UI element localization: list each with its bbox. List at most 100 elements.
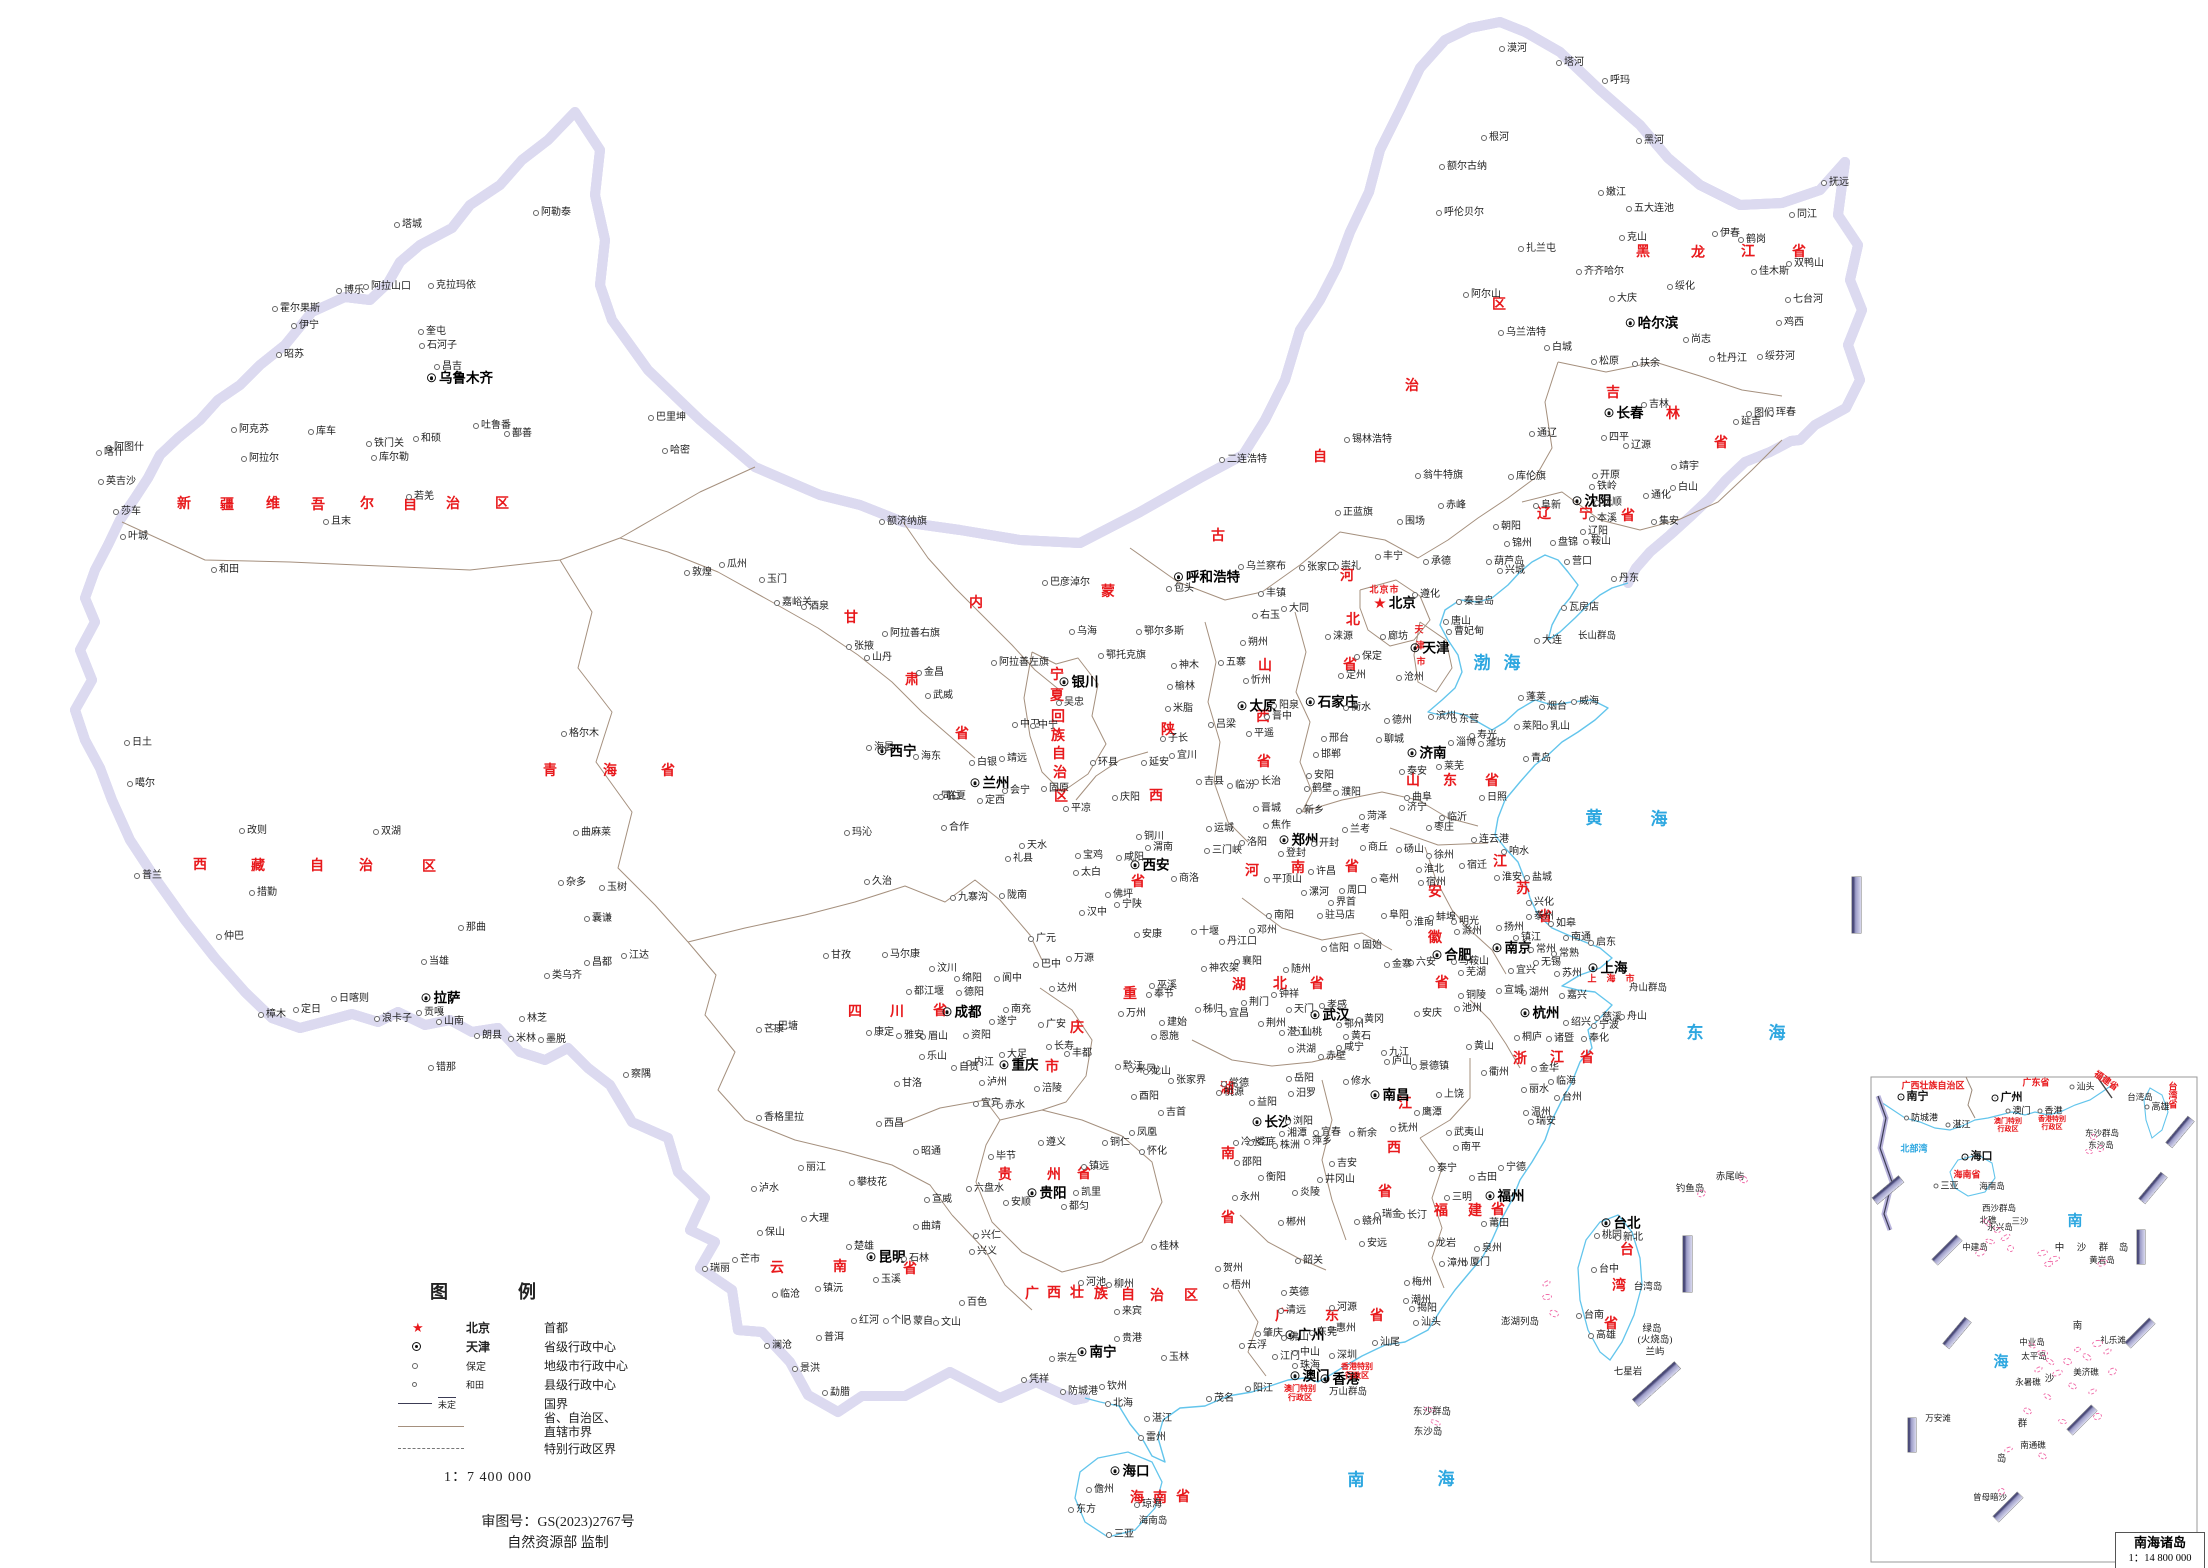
city-dot-icon	[599, 885, 605, 891]
city-dot-icon	[421, 959, 427, 965]
city-dot-icon	[1508, 474, 1514, 480]
city-dot-icon	[2069, 1084, 2075, 1090]
city-dot-icon	[1003, 1007, 1009, 1013]
city-日喀则: 日喀则	[331, 994, 369, 1004]
city-大连: 大连	[1534, 636, 1562, 646]
city-dot-icon	[1446, 1130, 1452, 1136]
city-铜陵: 铜陵	[1458, 991, 1486, 1001]
city-dot-icon	[801, 1216, 807, 1222]
province-label-陕西省: 西	[1149, 789, 1163, 804]
province-label-广西壮族自治区: 壮	[1070, 1286, 1084, 1301]
city-朔州: 朔州	[1240, 638, 1268, 648]
city-铜川: 铜川	[1136, 832, 1164, 842]
city-dot-icon	[1294, 1030, 1300, 1036]
province-label-西藏自治区: 治	[359, 859, 373, 874]
city-dot-icon	[373, 829, 379, 835]
city-广元: 广元	[1028, 934, 1056, 944]
city-dot-icon	[1414, 1110, 1420, 1116]
city-dot-icon	[1356, 1017, 1362, 1023]
city-dot-icon	[1623, 443, 1629, 449]
city-咸宁: 咸宁	[1336, 1043, 1364, 1053]
city-山丹: 山丹	[864, 653, 892, 663]
city-dot-icon	[1206, 826, 1212, 832]
province-label-福建省: 省	[1491, 1203, 1505, 1218]
city-dot-icon	[1481, 135, 1487, 141]
city-dot-icon	[1497, 568, 1503, 574]
inset-geo-中沙群岛: 沙	[2076, 1243, 2088, 1254]
city-阆中: 阆中	[994, 974, 1022, 984]
city-dot-icon	[1221, 1081, 1227, 1087]
city-dot-icon	[1453, 1145, 1459, 1151]
city-会宁: 会宁	[1002, 786, 1030, 796]
city-冷水江: 冷水江	[1233, 1138, 1271, 1148]
city-dot-icon	[272, 306, 278, 312]
inset-city-三亚: 三亚	[1933, 1181, 1959, 1191]
province-label-天津市: 市	[1416, 656, 1426, 667]
city-白山: 白山	[1670, 483, 1698, 493]
city-dot-icon	[1559, 993, 1565, 999]
capital-dot-icon	[1252, 1117, 1262, 1127]
city-辽阳: 辽阳	[1580, 527, 1608, 537]
city-dot-icon	[732, 1257, 738, 1263]
city-dot-icon	[1336, 1045, 1342, 1051]
city-dot-icon	[1158, 1110, 1164, 1116]
city-dot-icon	[1253, 806, 1259, 812]
city-南平: 南平	[1453, 1143, 1481, 1153]
city-dot-icon	[906, 989, 912, 995]
city-dot-icon	[1439, 815, 1445, 821]
city-米脂: 米脂	[1165, 704, 1193, 714]
province-label-宁夏回族自治区: 治	[1053, 766, 1067, 781]
city-百色: 百色	[959, 1298, 987, 1308]
city-固始: 固始	[1354, 941, 1382, 951]
capital-dot-icon	[1520, 1008, 1530, 1018]
city-dot-icon	[1258, 591, 1264, 597]
city-湖州: 湖州	[1521, 988, 1549, 998]
city-古田: 古田	[1469, 1173, 1497, 1183]
city-阳江: 阳江	[1245, 1384, 1273, 1394]
city-常德: 常德	[1221, 1079, 1249, 1089]
city-dot-icon	[1128, 1067, 1134, 1073]
city-dot-icon	[1258, 1175, 1264, 1181]
capital-dot-icon	[1588, 963, 1598, 973]
city-dot-icon	[1588, 940, 1594, 946]
city-dot-icon	[879, 519, 885, 525]
capital-dot-icon	[1320, 1374, 1330, 1384]
city-崇左: 崇左	[1049, 1354, 1077, 1364]
city-安阳: 安阳	[1306, 771, 1334, 781]
city-dot-icon	[1641, 402, 1647, 408]
city-洪湖: 洪湖	[1288, 1045, 1316, 1055]
city-宁波: 宁波	[1591, 1021, 1619, 1031]
city-庆阳: 庆阳	[1112, 793, 1140, 803]
city-dot-icon	[1281, 606, 1287, 612]
city-dot-icon	[366, 441, 372, 447]
city-芒市: 芒市	[732, 1255, 760, 1265]
city-南阳: 南阳	[1266, 911, 1294, 921]
city-扶余: 扶余	[1632, 359, 1660, 369]
city-吉林: 吉林	[1641, 400, 1669, 410]
city-dot-icon	[1469, 1175, 1475, 1181]
city-dot-icon	[929, 966, 935, 972]
city-鹰潭: 鹰潭	[1414, 1108, 1442, 1118]
city-河池: 河池	[1078, 1278, 1106, 1288]
city-dot-icon	[684, 570, 690, 576]
city-dot-icon	[1438, 503, 1444, 509]
city-浏阳: 浏阳	[1285, 1117, 1313, 1127]
province-label-贵州省: 州	[1047, 1168, 1061, 1183]
city-dot-icon	[1643, 493, 1649, 499]
city-dot-icon	[124, 740, 130, 746]
capital-dot-icon	[1290, 1371, 1300, 1381]
city-dot-icon	[849, 1180, 855, 1186]
city-dot-icon	[1239, 1343, 1245, 1349]
reef-mark	[2041, 1391, 2053, 1401]
city-dot-icon	[1581, 1036, 1587, 1042]
city-荆州: 荆州	[1258, 1019, 1286, 1029]
city-琼海: 琼海	[1134, 1500, 1162, 1510]
city-桂林: 桂林	[1151, 1242, 1179, 1252]
city-文山: 文山	[933, 1318, 961, 1328]
province-label-青海省: 省	[661, 764, 675, 779]
inset-nine-dash-segment	[2166, 1116, 2194, 1148]
legend-prov-desc: 省级行政中心	[544, 1340, 617, 1354]
city-遂宁: 遂宁	[989, 1017, 1017, 1027]
city-dot-icon	[1343, 1034, 1349, 1040]
city-锦州: 锦州	[1504, 539, 1532, 549]
